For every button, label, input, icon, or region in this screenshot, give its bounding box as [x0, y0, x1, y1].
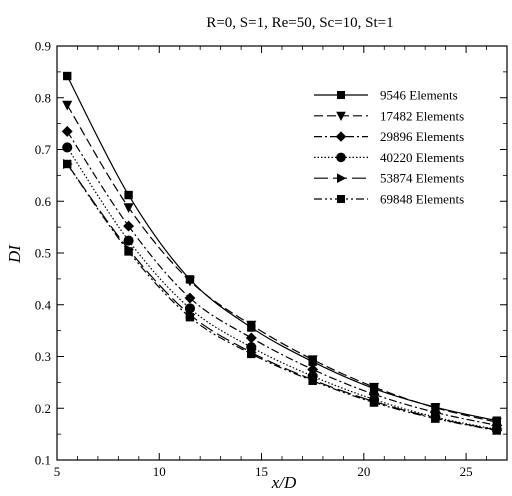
triangle-down-marker	[184, 276, 195, 287]
x-tick-label: 5	[54, 464, 61, 479]
square-marker	[185, 312, 195, 322]
triangle-down-marker	[123, 203, 134, 213]
diamond-marker	[335, 131, 347, 142]
axis-ticks: 5 10 15 20 25 0.1 0.2 0.3 0.4 0.5 0.6 0.7 0.8 0.9	[35, 39, 508, 479]
x-tick-label: 25	[460, 464, 473, 479]
legend-item: 69848 Elements	[314, 192, 464, 207]
x-axis-label: x/D	[271, 473, 297, 492]
y-axis-label: DI	[5, 244, 24, 264]
chart-title: R=0, S=1, Re=50, Sc=10, St=1	[206, 15, 393, 31]
x-tick-label: 20	[357, 464, 370, 479]
square-marker	[337, 195, 345, 203]
legend-label: 53874 Elements	[380, 171, 464, 186]
square-marker	[247, 349, 256, 359]
y-tick-label: 0.3	[35, 349, 51, 364]
legend-label: 17482 Elements	[380, 108, 464, 123]
legend-label: 69848 Elements	[380, 192, 464, 207]
y-tick-label: 0.4	[35, 297, 52, 312]
circle-marker	[62, 142, 73, 153]
triangle-down-marker	[246, 320, 257, 331]
circle-marker	[123, 235, 134, 246]
triangle-down-marker	[62, 100, 73, 111]
triangle-down-marker	[369, 382, 380, 393]
triangle-right-marker	[337, 173, 347, 183]
y-tick-label: 0.1	[35, 453, 51, 468]
square-marker	[124, 247, 133, 256]
x-tick-label: 10	[153, 464, 166, 479]
legend: 9546 Elements 17482 Elements 29896 Element…	[314, 88, 464, 207]
legend-label: 9546 Elements	[380, 88, 458, 103]
y-tick-label: 0.9	[35, 39, 51, 54]
triangle-down-marker	[307, 355, 318, 366]
series-6	[63, 159, 501, 435]
y-tick-label: 0.7	[35, 142, 52, 157]
square-marker	[337, 91, 345, 99]
square-marker	[369, 398, 379, 407]
legend-item: 9546 Elements	[314, 88, 458, 103]
square-marker	[431, 414, 440, 423]
diamond-marker	[123, 220, 135, 232]
square-marker	[63, 71, 72, 81]
series-lines	[61, 71, 503, 436]
square-marker	[63, 159, 72, 169]
circle-marker	[336, 152, 346, 163]
series-line	[66, 147, 497, 431]
y-tick-label: 0.6	[35, 194, 52, 209]
y-tick-label: 0.8	[35, 90, 51, 105]
legend-item: 17482 Elements	[314, 108, 464, 123]
square-marker	[308, 376, 317, 386]
y-tick-label: 0.2	[35, 401, 51, 416]
x-tick-label: 15	[255, 464, 268, 479]
legend-label: 40220 Elements	[380, 150, 464, 165]
legend-label: 29896 Elements	[380, 129, 464, 144]
diamond-marker	[61, 125, 73, 137]
diamond-marker	[245, 332, 257, 344]
series-2	[62, 100, 502, 428]
diamond-marker	[184, 292, 196, 304]
triangle-down-marker	[336, 111, 346, 121]
y-tick-label: 0.5	[35, 246, 51, 261]
legend-item: 53874 Elements	[314, 171, 464, 186]
square-marker	[124, 190, 133, 200]
legend-item: 29896 Elements	[314, 129, 464, 144]
square-marker	[492, 426, 501, 435]
series-4	[62, 142, 502, 435]
legend-item: 40220 Elements	[314, 150, 464, 165]
